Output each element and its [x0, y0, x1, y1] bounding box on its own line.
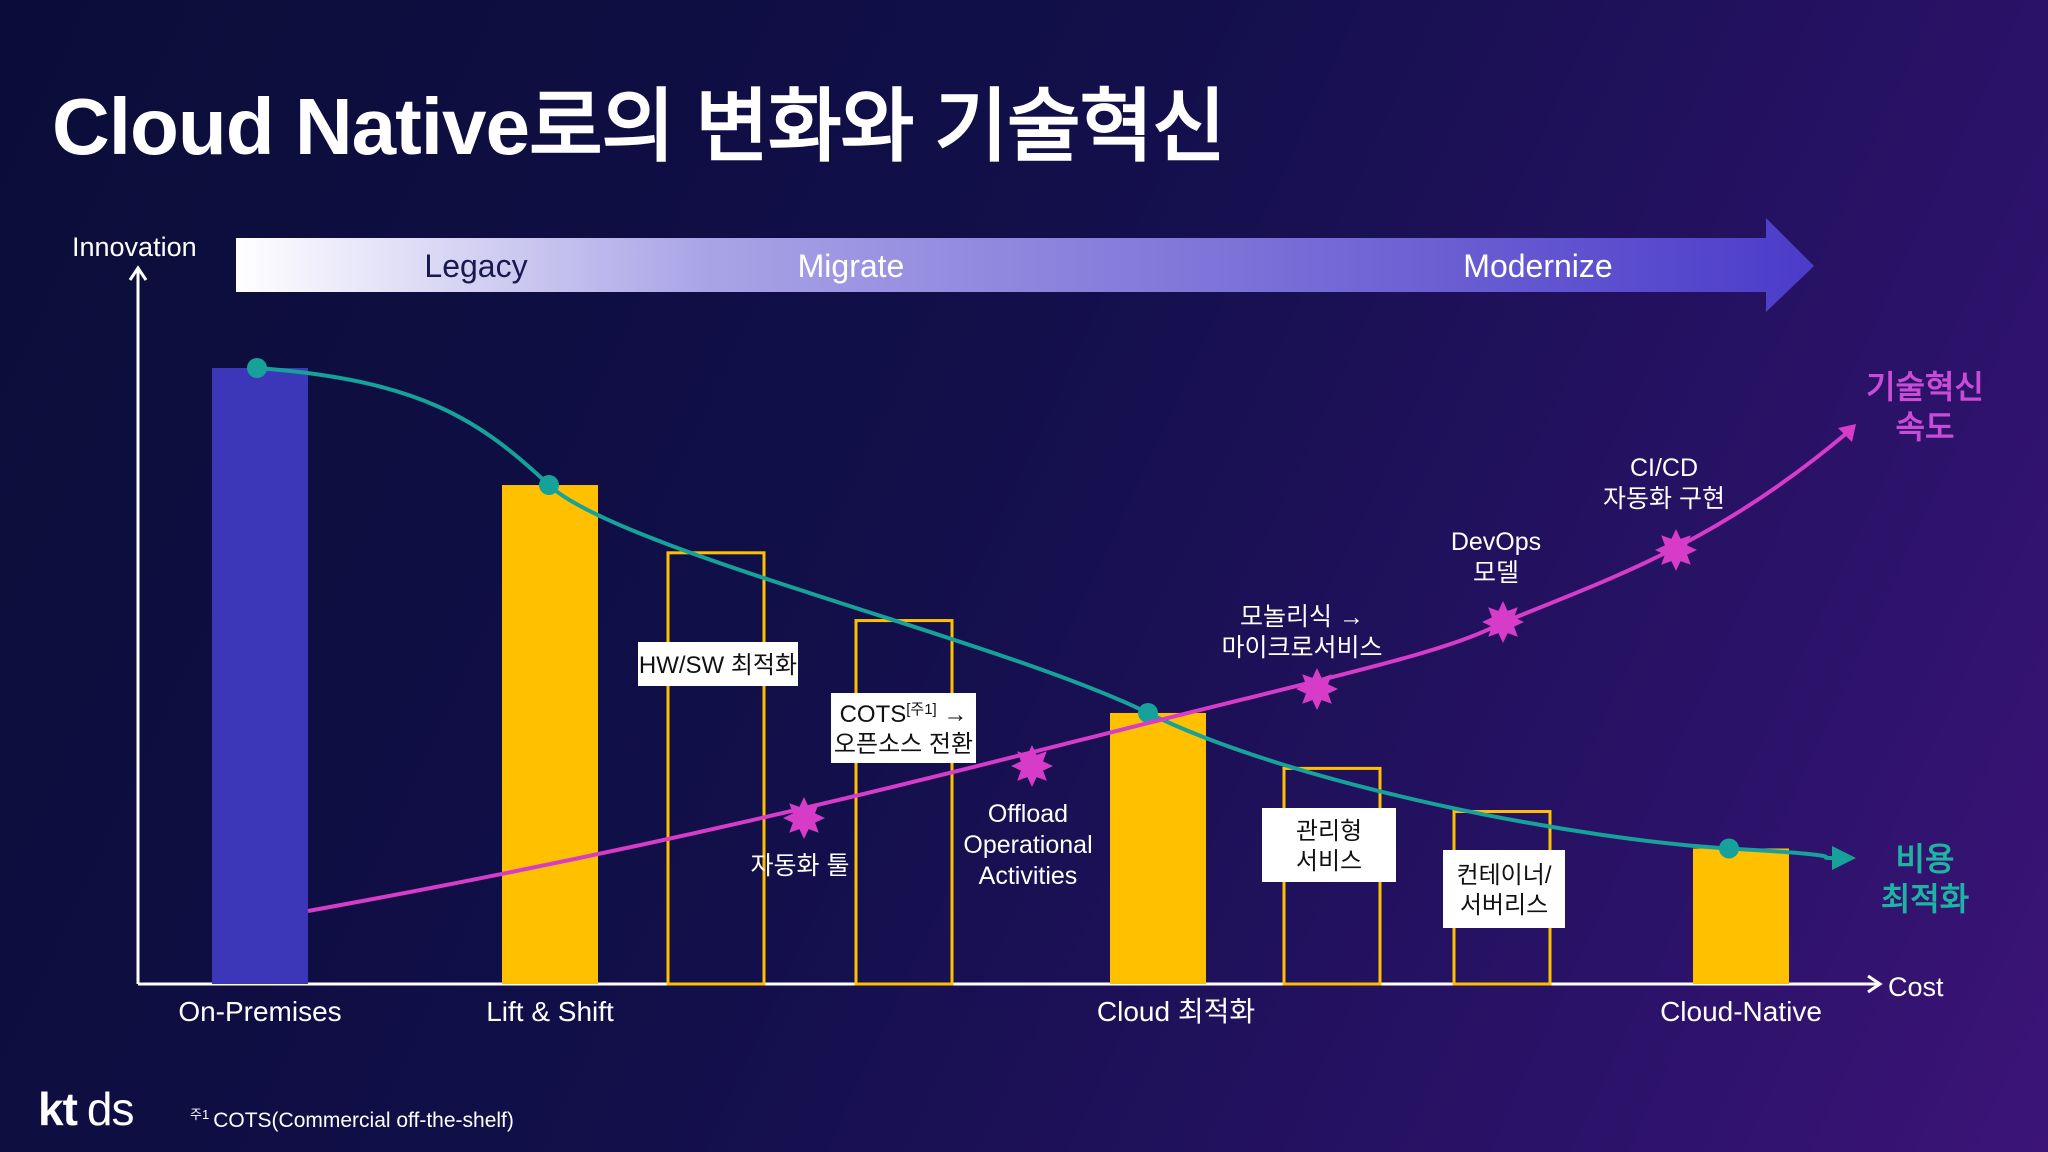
kt-ds-logo: kt ds — [38, 1082, 134, 1136]
milestone-label: 모델 — [1473, 559, 1519, 587]
annotation-label: 컨테이너/ — [1457, 862, 1552, 889]
footnote: 주1 COTS(Commercial off-the-shelf) — [190, 1104, 514, 1133]
milestone-label: 자동화 툴 — [751, 852, 850, 880]
cost-marker — [1138, 702, 1158, 723]
cost-marker — [539, 475, 559, 496]
annotation-box — [638, 642, 798, 686]
footnote-mark: 주1 — [190, 1107, 210, 1122]
bar — [502, 485, 598, 984]
innovation-line-arrowhead — [1838, 424, 1856, 442]
milestone-label: Offload — [988, 800, 1068, 828]
bar — [1110, 712, 1206, 984]
milestone-label: 자동화 구현 — [1603, 485, 1725, 513]
phase-label-migrate: Migrate — [798, 248, 905, 284]
cost-marker — [247, 358, 267, 378]
cost-legend-label: 비용 — [1896, 841, 1955, 877]
footnote-text: COTS(Commercial off-the-shelf) — [213, 1109, 514, 1132]
category-label: Cloud-Native — [1660, 996, 1822, 1027]
category-label: On-Premises — [178, 996, 341, 1027]
annotation-label: 서비스 — [1296, 848, 1362, 875]
annotation-label: HW/SW 최적화 — [639, 652, 797, 679]
annotation-label: 서버리스 — [1460, 892, 1548, 919]
annotation-label: 오픈소스 전환 — [834, 731, 973, 758]
milestone-star — [783, 797, 825, 839]
y-axis-label: Innovation — [72, 232, 197, 262]
category-label: Lift & Shift — [486, 996, 614, 1027]
x-axis-arrowhead — [1867, 974, 1883, 994]
innovation-legend-label: 기술혁신 — [1866, 369, 1984, 405]
milestone-star — [1296, 668, 1338, 710]
annotation-box — [1262, 808, 1396, 882]
milestone-label: DevOps — [1451, 528, 1541, 556]
annotation-box — [831, 693, 976, 763]
cost-line — [256, 366, 1839, 860]
category-label: Cloud 최적화 — [1097, 996, 1255, 1027]
innovation-line — [307, 430, 1850, 913]
milestone-star — [1011, 745, 1053, 787]
milestone-star — [1482, 601, 1524, 643]
page-title: Cloud Native로의 변화와 기술혁신 — [52, 82, 1226, 171]
milestone-label: Operational — [963, 831, 1092, 859]
logo-kt: kt — [38, 1083, 78, 1135]
bar — [212, 368, 308, 984]
milestone-label: 마이크로서비스 — [1221, 634, 1382, 662]
cost-line-arrowhead — [1832, 846, 1856, 870]
bar-outline — [666, 551, 766, 986]
annotation-label: 관리형 — [1296, 818, 1362, 845]
innovation-legend-label: 속도 — [1896, 409, 1955, 445]
phase-label-modernize: Modernize — [1463, 248, 1612, 284]
bar — [1693, 848, 1789, 984]
phase-label-legacy: Legacy — [424, 248, 527, 284]
x-axis-label: Cost — [1888, 972, 1944, 1002]
y-axis-arrowhead — [128, 265, 148, 281]
milestone-label: CI/CD — [1630, 454, 1698, 482]
phase-arrow — [236, 218, 1814, 312]
logo-ds: ds — [86, 1083, 135, 1135]
annotation-label: COTS[주1] → — [840, 701, 968, 729]
cost-legend-label: 최적화 — [1881, 881, 1969, 917]
cost-marker — [1719, 838, 1739, 859]
milestone-star — [1655, 529, 1697, 571]
milestone-label: 모놀리식 → — [1240, 603, 1364, 631]
annotation-box — [1443, 850, 1565, 928]
milestone-label: Activities — [979, 862, 1078, 890]
bar-outline — [854, 619, 954, 986]
